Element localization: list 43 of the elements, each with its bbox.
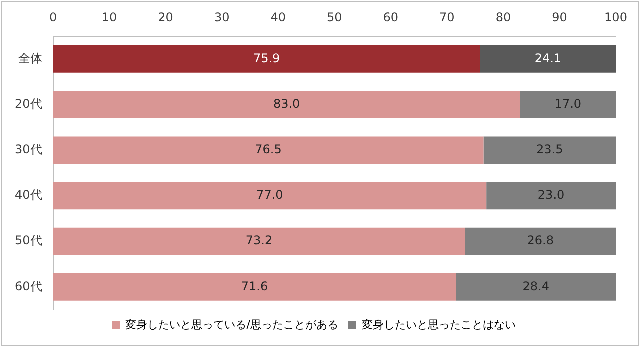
bar xyxy=(465,228,616,256)
bar xyxy=(480,46,616,73)
legend-label: 変身したいと思ったことはない xyxy=(362,318,516,332)
x-tick-label: 40 xyxy=(270,10,286,24)
bar xyxy=(456,274,616,301)
x-tick-label: 50 xyxy=(326,10,342,24)
x-tick-label: 10 xyxy=(102,10,118,24)
x-tick-label: 70 xyxy=(440,10,455,24)
bar xyxy=(520,91,616,118)
y-tick-label: 30代 xyxy=(14,142,42,157)
data-label: 17.0 xyxy=(554,96,582,111)
data-label: 24.1 xyxy=(534,51,562,66)
data-label: 23.5 xyxy=(536,142,564,157)
bar xyxy=(484,136,616,164)
x-tick-label: 30 xyxy=(214,10,230,24)
x-tick-label: 20 xyxy=(158,10,174,24)
x-tick-label: 90 xyxy=(552,10,568,24)
data-label: 77.0 xyxy=(256,188,284,202)
bar xyxy=(53,91,520,118)
bar xyxy=(53,182,487,210)
y-tick-label: 50代 xyxy=(14,234,42,248)
bar xyxy=(486,182,616,210)
x-tick-label: 0 xyxy=(49,10,58,24)
bar xyxy=(53,46,480,73)
y-tick-label: 全体 xyxy=(18,51,42,66)
legend-label: 変身したいと思っている/思ったことがある xyxy=(126,318,338,332)
data-label: 23.0 xyxy=(538,188,565,202)
y-tick-label: 20代 xyxy=(14,96,42,111)
x-tick-label: 80 xyxy=(496,10,512,24)
data-label: 83.0 xyxy=(273,96,300,111)
x-tick-label: 60 xyxy=(383,10,399,24)
data-label: 71.6 xyxy=(241,279,268,294)
data-label: 73.2 xyxy=(246,234,273,248)
data-label: 26.8 xyxy=(527,234,554,248)
y-tick-label: 40代 xyxy=(14,188,42,202)
bar xyxy=(53,274,456,301)
y-tick-label: 60代 xyxy=(14,279,42,294)
bar xyxy=(53,228,466,256)
data-label: 28.4 xyxy=(522,279,550,294)
data-label: 75.9 xyxy=(253,51,280,66)
data-label: 76.5 xyxy=(255,142,282,157)
x-tick-label: 100 xyxy=(604,10,628,24)
bar xyxy=(53,136,484,164)
